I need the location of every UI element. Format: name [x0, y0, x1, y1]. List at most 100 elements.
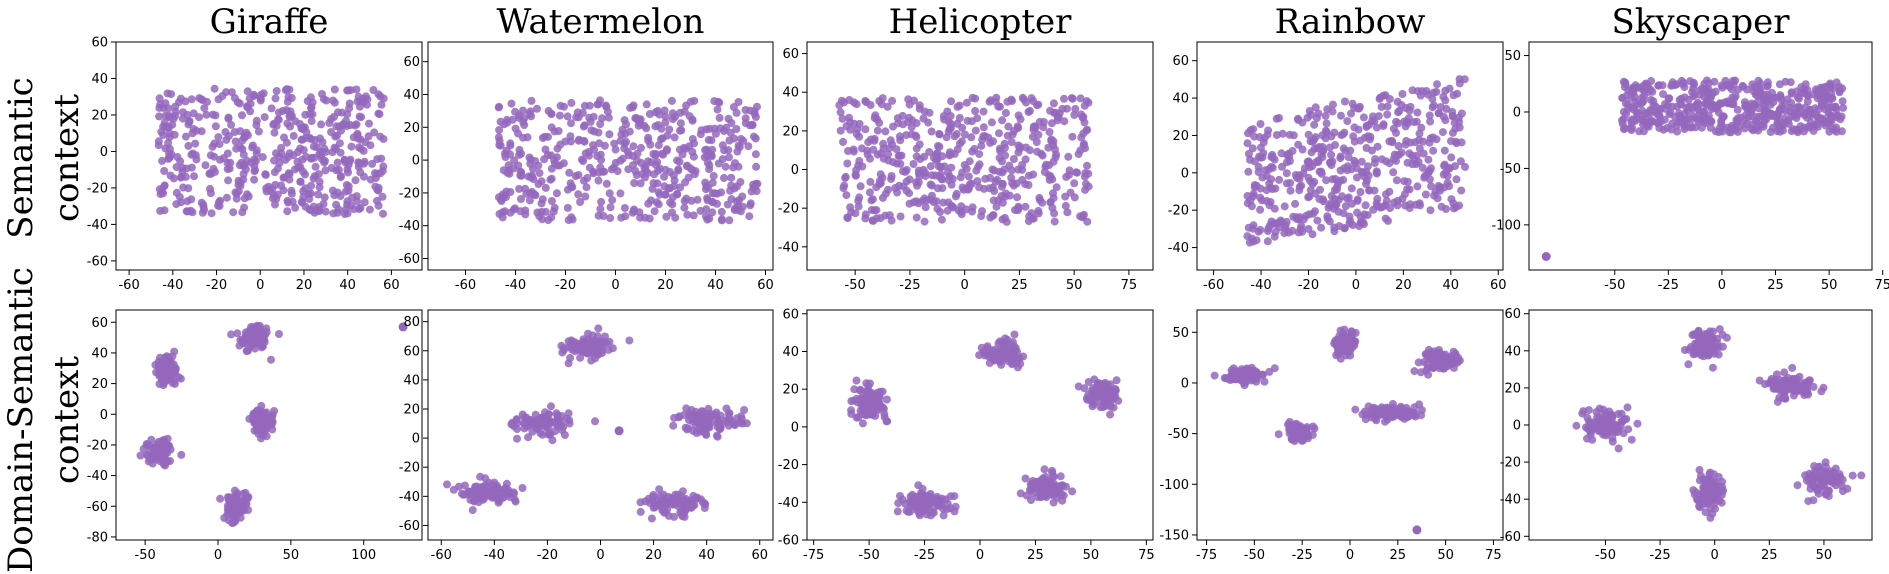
data-point-cluster-1 [222, 193, 231, 202]
data-point-cluster-1 [1401, 122, 1410, 131]
data-point-cluster-1 [1436, 186, 1444, 195]
data-point-cluster-5 [1068, 487, 1077, 496]
data-point-cluster-1 [729, 103, 738, 111]
data-point-cluster-3 [685, 416, 693, 425]
data-point-cluster-1 [1747, 120, 1756, 129]
data-point-cluster-1 [650, 207, 659, 216]
data-point-cluster-1 [307, 117, 316, 126]
data-point-cluster-1 [839, 137, 847, 146]
data-point-cluster-1 [1632, 115, 1641, 124]
data-point-cluster-1 [1246, 155, 1254, 164]
data-point-cluster-1 [845, 113, 853, 122]
data-point-cluster-1 [1408, 160, 1417, 169]
data-point-cluster-1 [230, 128, 239, 136]
data-point-cluster-3 [1780, 368, 1789, 377]
data-point-cluster-1 [1065, 170, 1073, 179]
x-tick-label: 75 [1121, 278, 1138, 293]
data-point-cluster-1 [1285, 130, 1294, 139]
x-tick-label: -20 [1298, 278, 1319, 293]
data-point-cluster-3 [1106, 410, 1115, 419]
row-labels: Semantic context Domain-Semantic context [1, 77, 87, 573]
data-point-cluster-1 [727, 195, 736, 204]
data-point-cluster-1 [629, 142, 638, 151]
data-point-cluster-1 [696, 130, 705, 139]
data-point-cluster-1 [950, 132, 959, 141]
data-point-cluster-1 [1045, 128, 1054, 136]
data-point-cluster-5 [1367, 413, 1376, 422]
y-tick-label: 0 [791, 420, 799, 435]
data-point-cluster-1 [526, 107, 535, 116]
data-point-cluster-1 [686, 97, 695, 106]
data-point-cluster-1 [856, 182, 865, 191]
data-point-cluster-1 [1244, 167, 1253, 176]
x-tick-label: 60 [751, 548, 768, 563]
data-point-cluster-3 [1771, 381, 1780, 390]
data-point-cluster-4 [901, 500, 910, 509]
data-point-cluster-1 [357, 113, 366, 122]
data-point-cluster-1 [624, 151, 633, 160]
data-point-cluster-1 [913, 181, 922, 190]
data-point-cluster-4 [465, 487, 473, 496]
data-point-cluster-1 [156, 100, 165, 109]
data-point-cluster-1 [502, 193, 510, 202]
data-point-cluster-1 [865, 188, 874, 197]
data-point-cluster-1 [240, 194, 249, 203]
data-point-cluster-1 [1286, 179, 1295, 187]
data-point-cluster-1 [1448, 128, 1457, 137]
data-point-cluster-1 [172, 163, 181, 172]
data-point-cluster-1 [1452, 139, 1461, 148]
data-point-cluster-1 [331, 132, 340, 141]
data-point-cluster-1 [1646, 85, 1655, 94]
data-point-cluster-1 [921, 172, 930, 180]
data-point-cluster-1 [1356, 188, 1365, 196]
column-title-rainbow: Rainbow [1275, 2, 1426, 42]
data-point-cluster-1 [1406, 138, 1415, 147]
data-point-cluster-1 [169, 377, 178, 385]
data-point-cluster-1 [1076, 94, 1085, 103]
data-point-cluster-2 [1722, 333, 1731, 342]
data-point-cluster-1 [327, 164, 336, 172]
data-point-cluster-3 [1101, 379, 1110, 387]
axes-frame [806, 41, 1154, 271]
data-point-cluster-1 [968, 207, 977, 216]
data-point-cluster-2 [1708, 363, 1717, 372]
data-point-cluster-1 [602, 339, 611, 347]
data-point-cluster-1 [1381, 201, 1390, 210]
x-tick-label: -50 [135, 548, 156, 563]
data-point-cluster-1 [669, 171, 678, 180]
data-point-cluster-1 [713, 105, 722, 114]
data-point-cluster-3 [705, 423, 714, 432]
data-point-cluster-1 [307, 103, 316, 112]
data-point-cluster-1 [990, 187, 999, 196]
data-point-cluster-1 [851, 170, 860, 179]
data-point-cluster-1 [1383, 110, 1392, 119]
data-point-cluster-1 [1049, 157, 1058, 166]
data-point-cluster-1 [1008, 97, 1016, 105]
data-point-cluster-1 [366, 141, 375, 150]
data-point-cluster-1 [945, 172, 954, 181]
data-point-cluster-1 [567, 213, 576, 222]
data-point-cluster-1 [1733, 85, 1742, 94]
data-point-cluster-1 [1295, 182, 1304, 191]
data-point-cluster-1 [1264, 126, 1273, 135]
data-point-cluster-1 [909, 160, 918, 168]
data-point-cluster-1 [576, 198, 585, 206]
data-point-cluster-1 [653, 158, 662, 167]
data-point-cluster-1 [604, 345, 613, 354]
data-point-cluster-4 [482, 486, 491, 495]
data-point-cluster-1 [1627, 126, 1636, 135]
data-point-cluster-1 [587, 356, 596, 365]
data-point-cluster-5 [229, 518, 238, 527]
data-point-cluster-5 [1402, 403, 1411, 412]
data-point-cluster-1 [517, 195, 525, 203]
data-point-cluster-1 [337, 126, 346, 135]
data-point-cluster-1 [167, 90, 176, 99]
data-point-cluster-1 [895, 132, 904, 141]
data-point-cluster-1 [836, 108, 845, 117]
data-point-cluster-1 [1037, 149, 1046, 158]
data-point-cluster-1 [704, 183, 713, 192]
data-point-cluster-1 [1252, 181, 1261, 190]
data-point-cluster-1 [1750, 83, 1759, 92]
data-point-cluster-3 [669, 421, 678, 430]
